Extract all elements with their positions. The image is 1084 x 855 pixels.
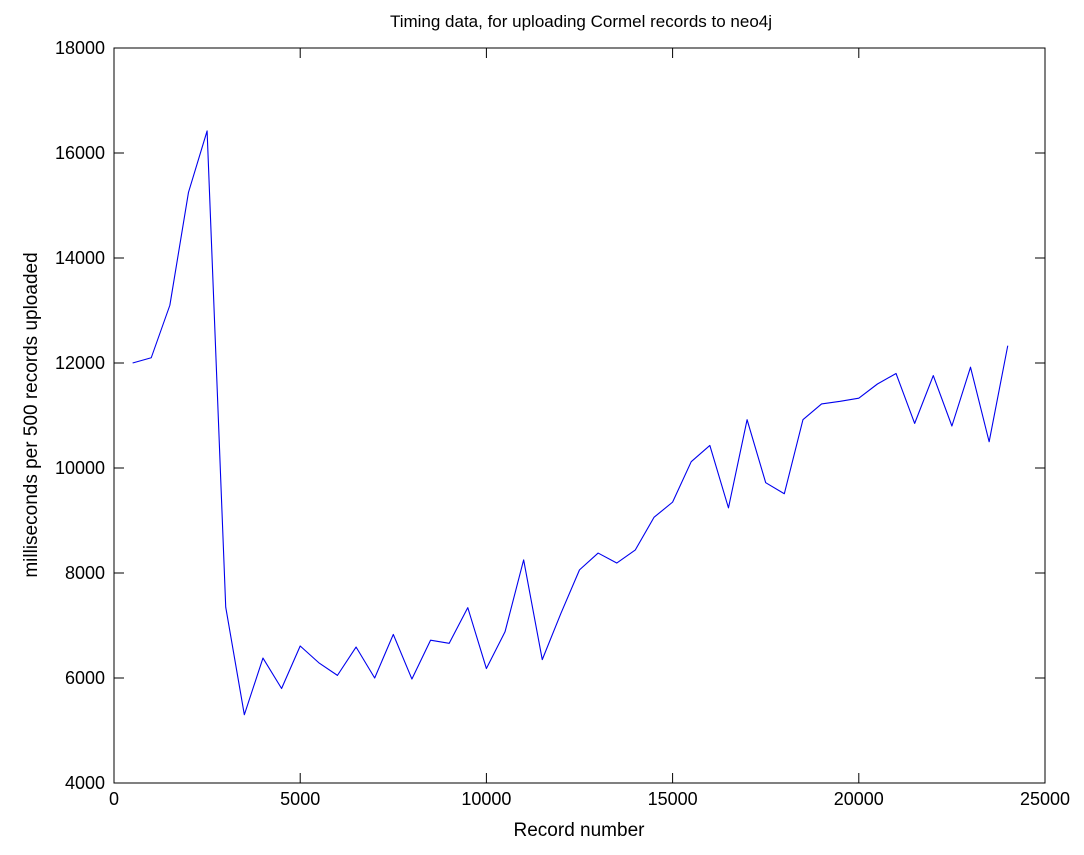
x-tick-label: 10000 <box>461 789 511 809</box>
y-tick-label: 12000 <box>55 353 105 373</box>
x-axis: 0 5000 10000 15000 20000 25000 <box>109 48 1070 809</box>
plot-frame <box>113 47 1046 784</box>
x-axis-label: Record number <box>514 820 646 841</box>
x-tick-label: 20000 <box>834 789 884 809</box>
x-tick-label: 15000 <box>648 789 698 809</box>
x-tick-label: 5000 <box>280 789 320 809</box>
y-axis: 4000 6000 8000 10000 12000 14000 16000 18000 <box>55 38 1045 793</box>
chart-title: Timing data, for uploading Cormel record… <box>390 12 772 31</box>
x-tick-label: 0 <box>109 789 119 809</box>
y-tick-label: 18000 <box>55 38 105 58</box>
y-tick-label: 6000 <box>65 668 105 688</box>
y-tick-label: 16000 <box>55 143 105 163</box>
y-tick-label: 14000 <box>55 248 105 268</box>
series-group <box>132 130 1009 716</box>
y-tick-label: 4000 <box>65 773 105 793</box>
x-tick-label: 25000 <box>1020 789 1070 809</box>
y-tick-label: 10000 <box>55 458 105 478</box>
y-tick-label: 8000 <box>65 563 105 583</box>
series-line <box>132 130 1009 716</box>
y-axis-label: milliseconds per 500 records uploaded <box>21 252 42 577</box>
